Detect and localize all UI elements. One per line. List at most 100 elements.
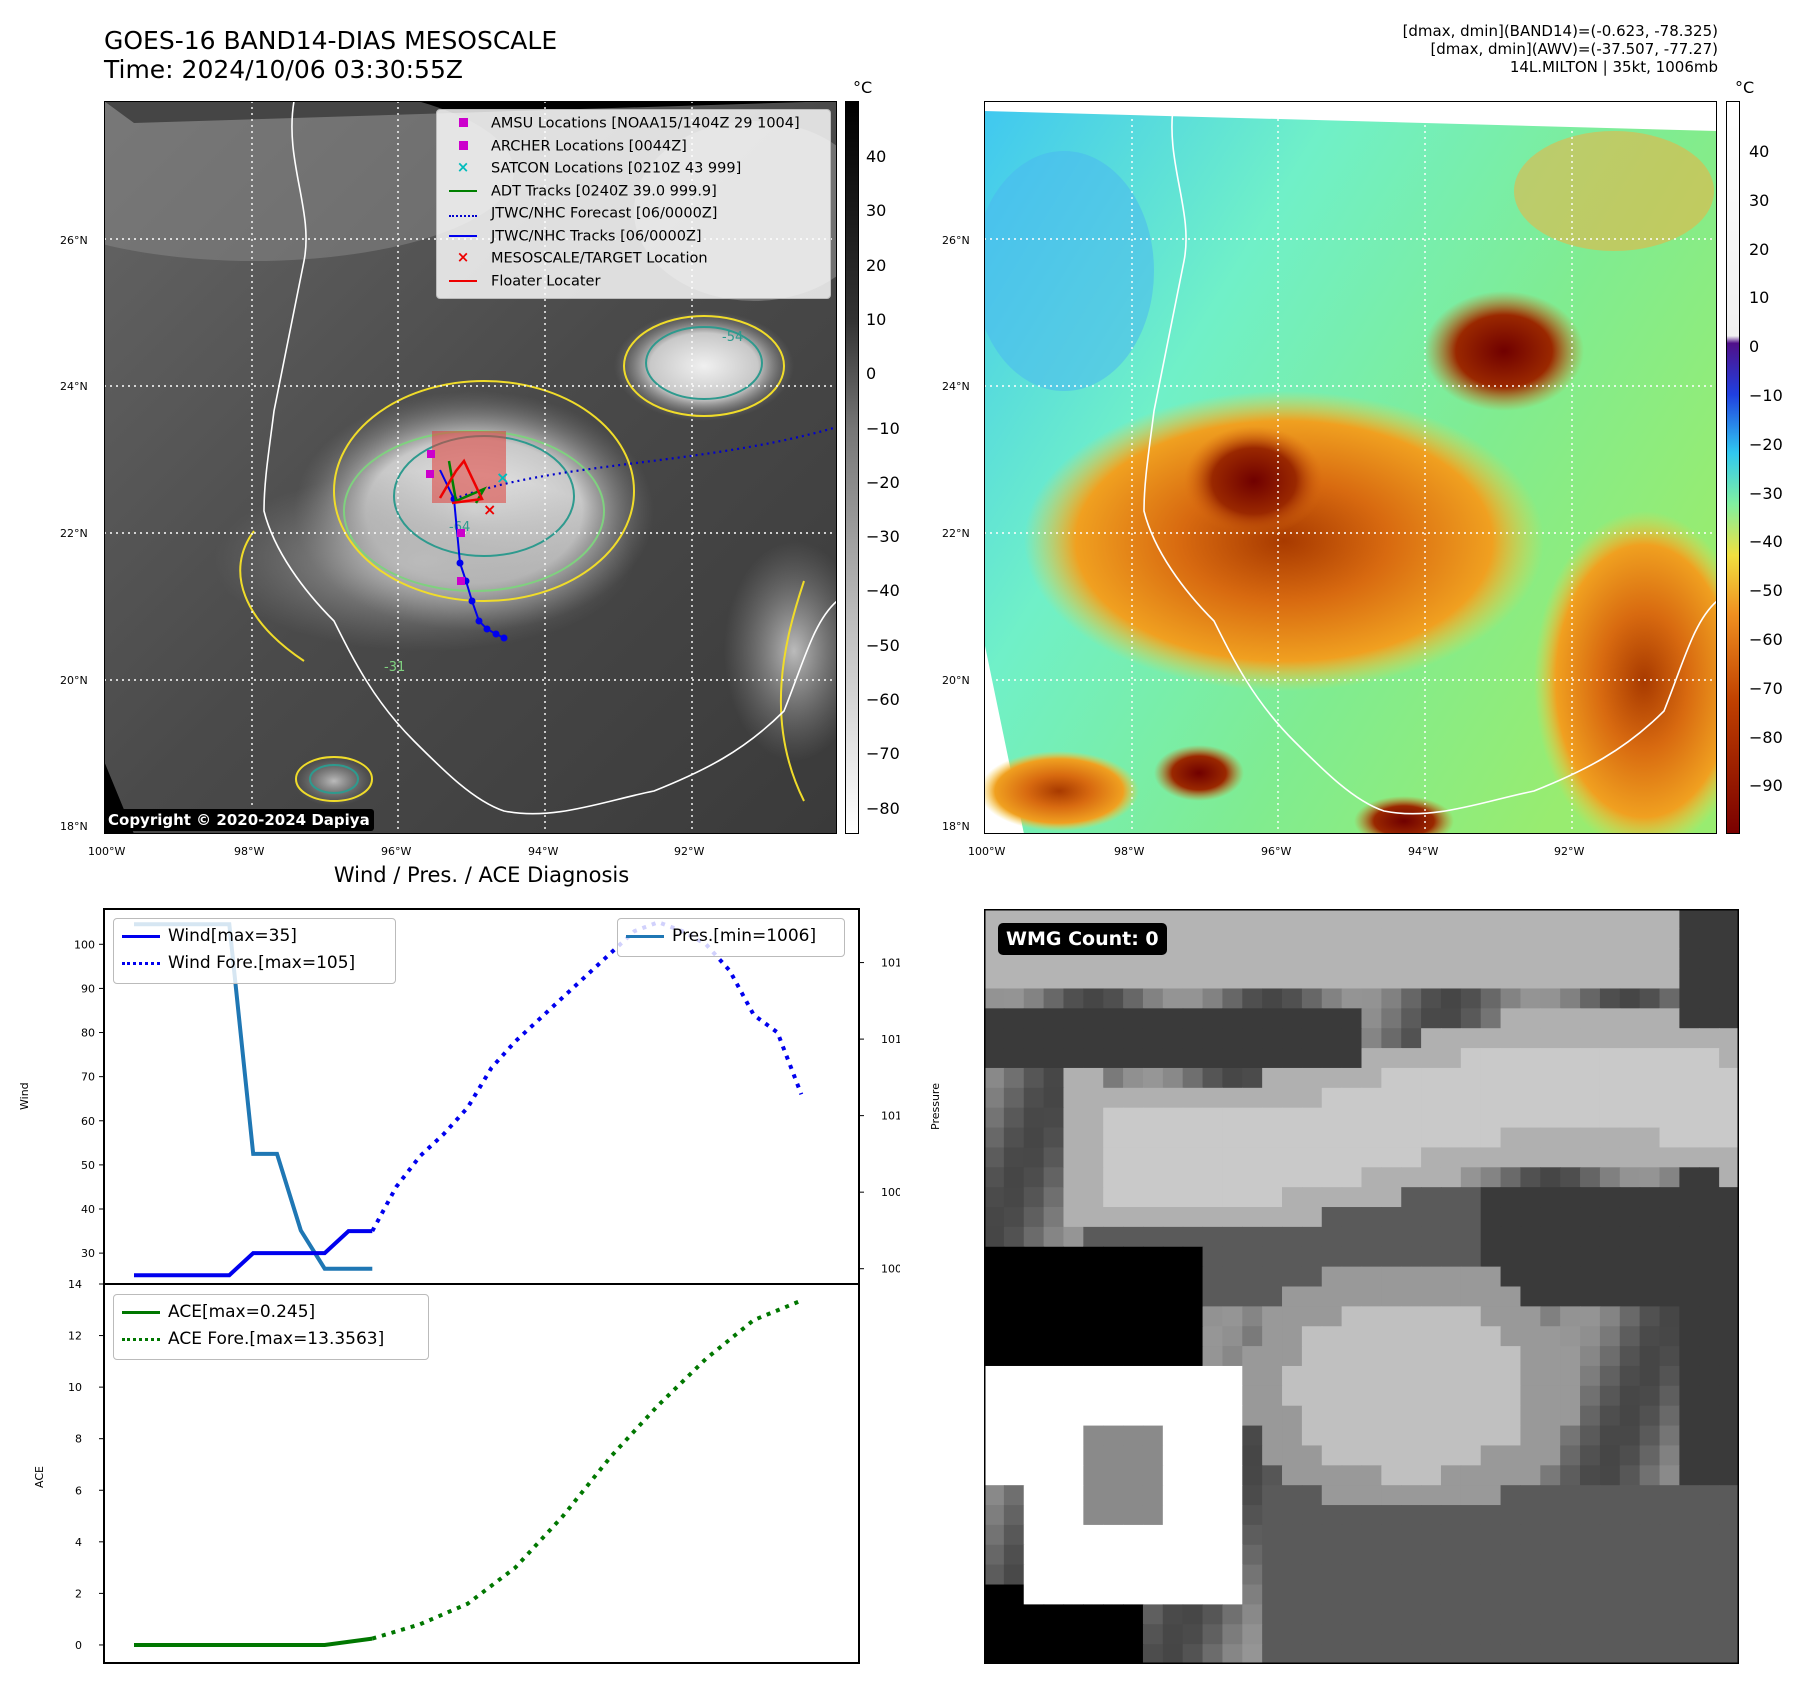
deep-convection bbox=[1424, 291, 1584, 411]
pressure-tick-label: 1014 bbox=[881, 957, 900, 970]
legend-marker bbox=[449, 225, 477, 248]
moist-area bbox=[984, 751, 1139, 831]
satcon-x-marker: × bbox=[496, 468, 509, 487]
intensity-info: [dmax, dmin](BAND14)=(-0.623, -78.325) [… bbox=[1403, 22, 1718, 76]
ace-tick-label: 14 bbox=[68, 1278, 82, 1291]
axis-tick-label: 26°N bbox=[60, 234, 88, 247]
colorbar-tick-label: 40 bbox=[866, 147, 887, 166]
ace-panel-frame bbox=[103, 1283, 860, 1664]
colorbar-tick-label: 0 bbox=[1749, 337, 1760, 357]
cloud-cluster bbox=[724, 541, 837, 761]
ace-forecast-line bbox=[371, 1298, 803, 1641]
colorbar-tick-label: −50 bbox=[1749, 581, 1783, 601]
legend-label: Pres.[min=1006] bbox=[672, 926, 817, 946]
colorbar-tick-label: −10 bbox=[866, 418, 900, 438]
dry-area bbox=[984, 151, 1154, 391]
title-line-2: Time: 2024/10/06 03:30:55Z bbox=[104, 55, 463, 84]
axis-tick-label: 22°N bbox=[942, 527, 970, 540]
contour-label: -54 bbox=[722, 330, 743, 345]
colorbar-tick-label: −80 bbox=[866, 798, 900, 818]
wind-legend-item: Wind Fore.[max=105] bbox=[122, 951, 355, 976]
storm-cloud-band bbox=[214, 471, 634, 651]
colorbar-tick-label: −80 bbox=[1749, 727, 1783, 747]
wind-forecast-line bbox=[370, 920, 804, 1233]
colorbar-tick-label: −20 bbox=[1749, 434, 1783, 454]
coastline bbox=[1143, 101, 1717, 815]
axis-tick-label: 26°N bbox=[942, 234, 970, 247]
colorbar-tick-label: −60 bbox=[1749, 630, 1783, 649]
map-legend-item: × SATCON Locations [0210Z 43 999] bbox=[449, 157, 829, 180]
axis-tick-label: 100°W bbox=[968, 845, 1006, 858]
colorbar-tick-label: −90 bbox=[1749, 776, 1783, 796]
colorbar-tick-label: −40 bbox=[1749, 532, 1783, 552]
floater-track bbox=[438, 458, 484, 505]
copyright-label: Copyright © 2020-2024 Dapiya bbox=[104, 809, 374, 831]
colorbar-tick-label: −70 bbox=[866, 744, 900, 764]
axis-tick-label: 96°W bbox=[381, 845, 412, 858]
legend-marker: × bbox=[456, 248, 470, 266]
wind-tick-label: 60 bbox=[81, 1115, 95, 1128]
legend-label: MESOSCALE/TARGET Location bbox=[491, 250, 708, 267]
map-legend-item: AMSU Locations [NOAA15/1404Z 29 1004] bbox=[449, 112, 829, 135]
axis-tick-label: 24°N bbox=[60, 380, 88, 393]
contour-label: -31 bbox=[384, 660, 405, 675]
right-colorbar bbox=[1726, 101, 1740, 834]
wmg-pixels bbox=[984, 909, 1739, 1664]
temperature-contours bbox=[239, 315, 805, 802]
wind-tick-label: 100 bbox=[74, 938, 95, 951]
map-legend-item: × MESOSCALE/TARGET Location bbox=[449, 247, 829, 270]
ace-tick-label: 0 bbox=[75, 1639, 82, 1652]
map-legend-item: JTWC/NHC Tracks [06/0000Z] bbox=[449, 225, 829, 248]
legend-marker bbox=[449, 135, 477, 158]
wind-tick-label: 70 bbox=[81, 1071, 95, 1084]
amsu-archer-markers bbox=[426, 450, 465, 585]
storm-core bbox=[1184, 426, 1324, 536]
colorbar-tick-label: −70 bbox=[1749, 678, 1783, 698]
axis-tick-label: 98°W bbox=[1114, 845, 1145, 858]
cloud-cluster bbox=[294, 756, 374, 806]
info-line-1: [dmax, dmin](BAND14)=(-0.623, -78.325) bbox=[1402, 22, 1718, 40]
ace-tick-label: 10 bbox=[68, 1381, 82, 1394]
gridlines bbox=[984, 101, 1717, 834]
ace-legend-item: ACE Fore.[max=13.3563] bbox=[122, 1327, 384, 1352]
diagnosis-chart: 3040506070809010010061008101010121014 02… bbox=[68, 908, 900, 1664]
wind-line bbox=[134, 1229, 373, 1278]
wind-tick-label: 90 bbox=[81, 982, 95, 995]
axis-tick-label: 18°N bbox=[942, 820, 970, 833]
title-line-1: GOES-16 BAND14-DIAS MESOSCALE bbox=[104, 26, 558, 55]
ace-tick-label: 4 bbox=[75, 1536, 82, 1549]
axis-tick-label: 18°N bbox=[60, 820, 88, 833]
axis-tick-label: 22°N bbox=[60, 527, 88, 540]
ace-tick-label: 12 bbox=[68, 1330, 82, 1343]
diagnosis-title: Wind / Pres. / ACE Diagnosis bbox=[333, 863, 630, 887]
colorbar-tick-label: 40 bbox=[1749, 142, 1770, 161]
legend-marker: × bbox=[456, 158, 470, 176]
colorbar-tick-label: 20 bbox=[866, 255, 887, 275]
axis-tick-label: 92°W bbox=[674, 845, 705, 858]
legend-label: AMSU Locations [NOAA15/1404Z 29 1004] bbox=[491, 115, 800, 132]
colorbar-tick-label: 30 bbox=[1749, 190, 1770, 210]
ace-axis-label: ACE bbox=[33, 1466, 46, 1488]
left-colorbar-unit: °C bbox=[853, 78, 873, 97]
cloud-cluster bbox=[614, 311, 794, 421]
legend-label: ARCHER Locations [0044Z] bbox=[491, 137, 687, 154]
pressure-legend-item: Pres.[min=1006] bbox=[626, 924, 816, 949]
awv-map bbox=[984, 101, 1717, 834]
legend-swatch bbox=[122, 1310, 160, 1314]
map-legend-item: JTWC/NHC Forecast [06/0000Z] bbox=[449, 202, 829, 225]
legend-swatch bbox=[122, 961, 160, 965]
legend-marker bbox=[449, 112, 477, 135]
target-x-marker: × bbox=[483, 500, 496, 519]
wind-tick-label: 50 bbox=[81, 1159, 95, 1172]
wind-axis-label: Wind bbox=[18, 1082, 31, 1110]
colorbar-tick-label: 0 bbox=[866, 364, 877, 384]
legend-swatch bbox=[122, 934, 160, 938]
axis-tick-label: 20°N bbox=[942, 674, 970, 687]
pressure-tick-label: 1006 bbox=[881, 1263, 900, 1276]
colorbar-tick-label: −30 bbox=[1749, 483, 1783, 503]
ace-tick-label: 6 bbox=[75, 1484, 82, 1497]
axis-tick-label: 100°W bbox=[88, 845, 126, 858]
colorbar-tick-label: 30 bbox=[866, 201, 887, 221]
legend-marker bbox=[449, 270, 477, 293]
